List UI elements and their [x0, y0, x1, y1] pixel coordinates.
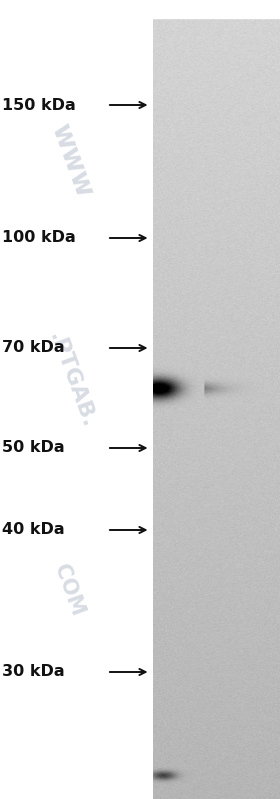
Text: COM: COM	[50, 562, 87, 618]
Text: 50 kDa: 50 kDa	[2, 440, 65, 455]
Text: 70 kDa: 70 kDa	[2, 340, 65, 356]
Text: 150 kDa: 150 kDa	[2, 97, 76, 113]
Text: .PTGAB.: .PTGAB.	[45, 329, 98, 431]
Text: 30 kDa: 30 kDa	[2, 665, 65, 679]
Text: www: www	[45, 119, 98, 201]
Text: 100 kDa: 100 kDa	[2, 230, 76, 245]
Text: 40 kDa: 40 kDa	[2, 523, 65, 538]
